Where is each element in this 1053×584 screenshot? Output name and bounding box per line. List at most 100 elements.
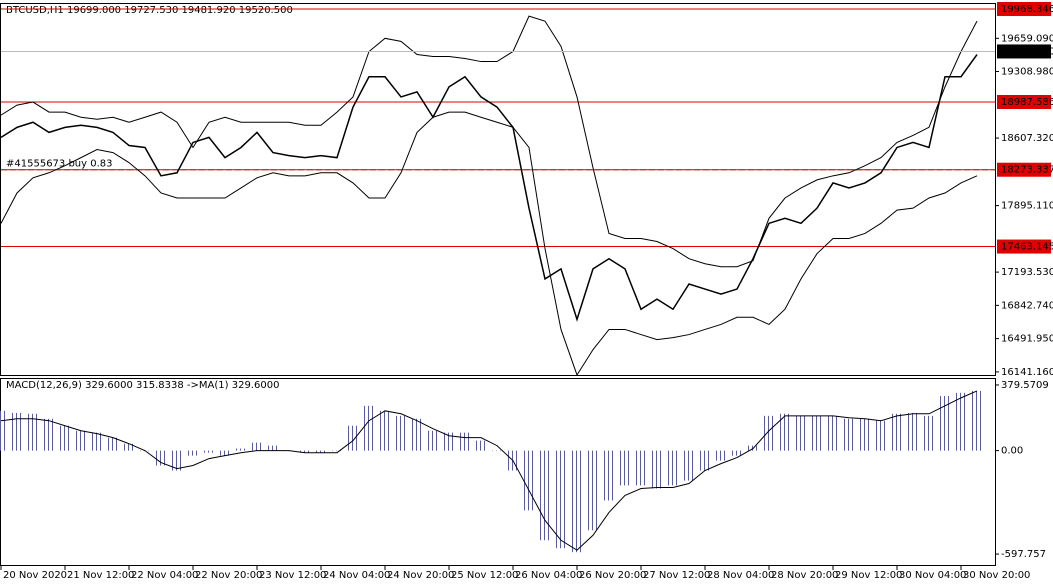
band-line	[0, 111, 978, 377]
macd-bar	[954, 392, 968, 451]
level-label: 18273.337	[1001, 165, 1053, 176]
macd-bar	[42, 418, 56, 451]
macd-bar	[106, 437, 120, 451]
x-tick-label: 27 Nov 12:00	[643, 570, 710, 581]
macd-bar	[666, 450, 680, 486]
macd-bar	[234, 448, 248, 451]
macd-bar	[650, 450, 664, 489]
macd-bar	[474, 440, 488, 451]
x-tick-label: 28 Nov 04:00	[707, 570, 774, 581]
macd-bar	[538, 450, 552, 541]
signal-line	[0, 390, 978, 551]
macd-bar	[170, 450, 184, 471]
x-tick-label: 30 Nov 20:00	[963, 570, 1030, 581]
macd-bar	[858, 418, 872, 451]
y-tick-label: 16491.950	[1001, 334, 1053, 345]
level-label-box	[997, 239, 1051, 254]
macd-bar	[922, 415, 936, 451]
x-tick-label: 23 Nov 12:00	[259, 570, 326, 581]
macd-bar	[778, 413, 792, 451]
macd-bar	[314, 450, 328, 453]
macd-bar	[730, 450, 744, 456]
y-tick-label: 19308.980	[1001, 67, 1053, 78]
macd-bar	[378, 410, 392, 451]
macd-bar	[330, 450, 344, 452]
current-price-box	[997, 44, 1051, 59]
macd-bar	[154, 450, 168, 466]
macd-panel	[0, 378, 996, 566]
macd-bar	[698, 450, 712, 471]
x-tick-label: 24 Nov 04:00	[323, 570, 390, 581]
macd-bar	[586, 450, 600, 531]
y-tick-label: 17193.530	[1001, 267, 1053, 278]
y-tick-label: 16141.160	[1001, 367, 1053, 378]
x-tick-label: 25 Nov 12:00	[451, 570, 518, 581]
level-label-box	[997, 162, 1051, 177]
x-tick-label: 22 Nov 20:00	[195, 570, 262, 581]
macd-bar	[634, 450, 648, 486]
macd-bar	[490, 450, 504, 452]
macd-bar	[250, 442, 264, 451]
macd-bar	[618, 450, 632, 486]
macd-bar	[58, 425, 72, 451]
macd-bar	[842, 418, 856, 451]
macd-bar	[890, 413, 904, 451]
x-tick-label: 29 Nov 12:00	[835, 570, 902, 581]
x-tick-label: 28 Nov 20:00	[771, 570, 838, 581]
macd-bar	[602, 450, 616, 501]
price-title: BTCUSD,H1 19699.000 19727.530 19481.920 …	[6, 5, 293, 16]
band-line	[0, 15, 978, 268]
macd-bar	[74, 430, 88, 451]
macd-bar	[410, 418, 424, 451]
x-tick-label: 22 Nov 04:00	[131, 570, 198, 581]
macd-bar	[570, 450, 584, 553]
macd-bar	[810, 415, 824, 451]
macd-bar	[442, 432, 456, 451]
macd-bar	[298, 450, 312, 453]
macd-bar	[682, 450, 696, 481]
macd-bar	[10, 412, 24, 451]
x-tick-label: 24 Nov 20:00	[387, 570, 454, 581]
macd-bar	[186, 450, 200, 456]
current-price-label: 19520.500	[1001, 46, 1053, 57]
x-tick-label: 30 Nov 04:00	[899, 570, 966, 581]
y-tick-label: 19659.090	[1001, 33, 1053, 44]
level-label-box	[997, 1, 1051, 16]
level-label: 19968.346	[1001, 4, 1053, 15]
macd-bar	[362, 405, 376, 451]
macd-bar	[346, 425, 360, 451]
macd-bar	[906, 412, 920, 451]
macd-bar	[122, 443, 136, 451]
y-tick-label: 17895.110	[1001, 201, 1053, 212]
level-label: 18987.586	[1001, 97, 1053, 108]
x-tick-label: 21 Nov 12:00	[67, 570, 134, 581]
macd-bar	[938, 395, 952, 451]
macd-bar	[762, 415, 776, 451]
macd-bar	[394, 415, 408, 451]
macd-bar	[714, 450, 728, 461]
x-tick-label: 26 Nov 20:00	[579, 570, 646, 581]
macd-bar	[826, 415, 840, 451]
price-line	[0, 54, 978, 322]
macd-bar	[554, 450, 568, 549]
x-tick-label: 20 Nov 2020	[3, 570, 67, 581]
macd-bar	[26, 413, 40, 451]
macd-bar	[426, 430, 440, 451]
macd-bar	[522, 450, 536, 511]
macd-bar	[266, 445, 280, 451]
price-panel	[0, 3, 996, 376]
macd-bar	[458, 432, 472, 451]
macd-bar	[90, 432, 104, 451]
macd-bar	[218, 450, 232, 456]
order-annotation: #41555673 buy 0.83	[6, 159, 113, 170]
y-tick-label: 379.5709	[1001, 380, 1049, 391]
macd-bar	[874, 420, 888, 451]
y-tick-label: 16842.740	[1001, 300, 1053, 311]
macd-bar	[794, 415, 808, 451]
macd-title: MACD(12,26,9) 329.6000 315.8338 ->MA(1) …	[6, 380, 279, 391]
macd-bar	[0, 410, 8, 451]
y-tick-label: 0.00	[1001, 446, 1023, 457]
macd-bar	[970, 390, 984, 451]
